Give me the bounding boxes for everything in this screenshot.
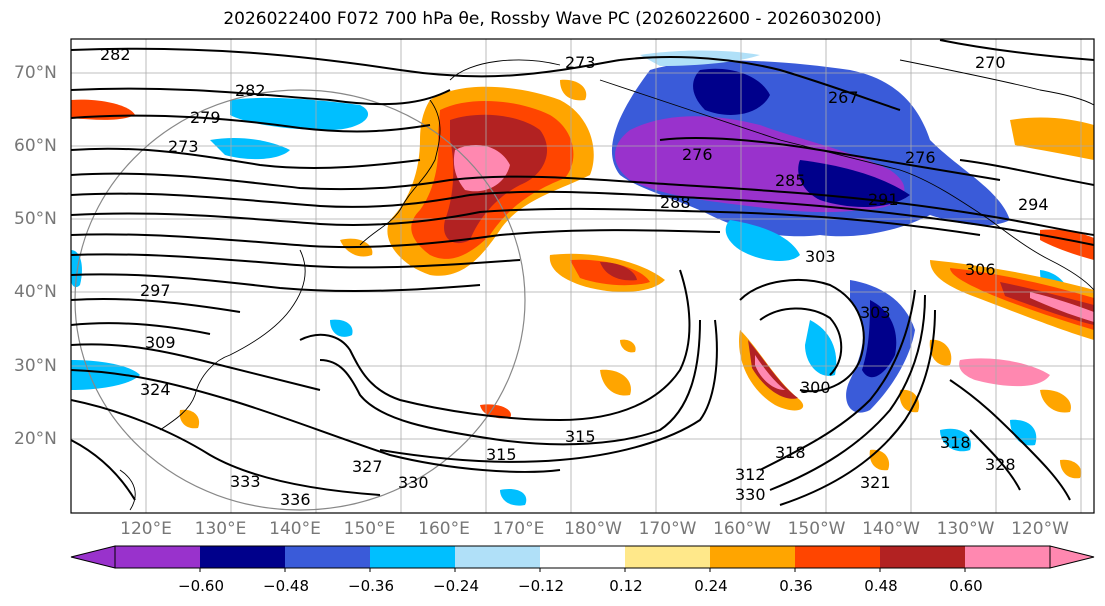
colorbar-tick-label: −0.48 — [263, 577, 309, 595]
colorbar-swatch — [795, 546, 881, 568]
colorbar-swatch — [965, 546, 1051, 568]
contour-label: 303 — [805, 247, 836, 266]
lon-label: 120°E — [120, 519, 172, 539]
colorbar-swatch — [370, 546, 456, 568]
contour-label: 282 — [100, 45, 131, 64]
contour-label: 318 — [940, 433, 971, 452]
contour-label: 333 — [230, 472, 261, 491]
contour-label: 276 — [905, 148, 936, 167]
lon-label: 160°W — [713, 519, 771, 539]
colorbar-swatch — [540, 546, 626, 568]
contour-label: 327 — [352, 457, 383, 476]
colorbar-extend-max — [1049, 545, 1095, 569]
colorbar-tick-label: 0.24 — [694, 577, 728, 595]
map-title: 2026022400 F072 700 hPa θe, Rossby Wave … — [223, 9, 882, 29]
contour-label: 288 — [660, 193, 691, 212]
lat-label: 30°N — [14, 356, 57, 376]
colorbar-swatch — [115, 546, 201, 568]
contour-label: 294 — [1018, 195, 1049, 214]
colorbar-tick-label: −0.12 — [518, 577, 564, 595]
contour-label: 315 — [486, 445, 517, 464]
lat-label: 70°N — [14, 63, 57, 83]
contour-label: 330 — [735, 485, 766, 504]
contour-label: 279 — [190, 108, 221, 127]
contour-labels: 282 273 270 267 279 273 282 276 285 288 … — [100, 45, 1049, 509]
contour-label: 324 — [140, 380, 171, 399]
contour-label: 270 — [975, 53, 1006, 72]
lon-label: 130°W — [936, 519, 995, 539]
lon-label: 140°W — [862, 519, 920, 539]
colorbar-swatch — [625, 546, 711, 568]
lon-label: 130°E — [194, 519, 247, 539]
colorbar-tick-label: 0.12 — [609, 577, 643, 595]
colorbar-tick-label: 0.60 — [949, 577, 983, 595]
lon-label: 170°W — [638, 519, 697, 539]
colorbar-frame — [114, 545, 1051, 569]
colorbar-tick-label: 0.48 — [864, 577, 898, 595]
map-frame — [70, 38, 1095, 514]
contour-label: 303 — [860, 303, 891, 322]
contour-label: 276 — [682, 145, 713, 164]
contour-label: 300 — [800, 378, 831, 397]
contours — [71, 39, 1094, 506]
lon-label: 150°W — [787, 519, 846, 539]
lon-label: 150°E — [343, 519, 396, 539]
map-panel: 282 273 270 267 279 273 282 276 285 288 … — [71, 39, 1094, 513]
lon-label: 180°W — [564, 519, 622, 539]
colorbar-swatch — [455, 546, 541, 568]
contour-label: 315 — [565, 427, 596, 446]
colorbar-tick-label: −0.36 — [348, 577, 394, 595]
lat-label: 40°N — [14, 282, 57, 302]
contour-label: 285 — [775, 171, 806, 190]
lon-label: 140°E — [269, 519, 321, 539]
lon-label: 160°E — [418, 519, 470, 539]
contour-label: 312 — [735, 465, 766, 484]
lat-label: 50°N — [14, 209, 57, 229]
lon-label: 120°W — [1011, 519, 1069, 539]
lon-label: 170°E — [492, 519, 545, 539]
contour-label: 336 — [280, 490, 311, 509]
colorbar-swatch — [710, 546, 796, 568]
lat-label: 20°N — [14, 429, 57, 449]
contour-label: 328 — [985, 455, 1016, 474]
contour-label: 318 — [775, 443, 806, 462]
colorbar-tick-label: −0.24 — [433, 577, 479, 595]
contour-label: 309 — [145, 333, 176, 352]
contour-label: 273 — [168, 137, 199, 156]
colorbar-extend-min — [70, 545, 116, 569]
contour-label: 330 — [398, 473, 429, 492]
contour-label: 267 — [828, 88, 859, 107]
contour-label: 306 — [965, 260, 996, 279]
contour-label: 321 — [860, 473, 891, 492]
colorbar-tick-label: −0.60 — [178, 577, 224, 595]
contour-label: 297 — [140, 281, 171, 300]
lat-label: 60°N — [14, 136, 57, 156]
colorbar-swatch — [880, 546, 966, 568]
colorbar-tick-label: 0.36 — [779, 577, 813, 595]
colorbar-swatch — [285, 546, 371, 568]
colorbar-swatch — [200, 546, 286, 568]
contour-label: 273 — [565, 53, 596, 72]
contour-label: 282 — [235, 81, 266, 100]
shading-positive — [71, 79, 1094, 479]
contour-label: 291 — [868, 190, 899, 209]
colorbar — [70, 545, 1095, 572]
